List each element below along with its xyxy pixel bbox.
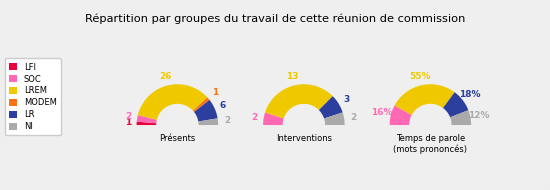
Polygon shape bbox=[199, 118, 218, 125]
Polygon shape bbox=[450, 110, 471, 125]
Text: 26: 26 bbox=[159, 72, 172, 81]
Polygon shape bbox=[394, 84, 455, 115]
Polygon shape bbox=[136, 122, 156, 125]
Text: 2: 2 bbox=[224, 116, 230, 125]
Legend: LFI, SOC, LREM, MODEM, LR, NI: LFI, SOC, LREM, MODEM, LR, NI bbox=[5, 59, 61, 135]
Polygon shape bbox=[138, 84, 207, 120]
Polygon shape bbox=[389, 106, 412, 125]
Polygon shape bbox=[265, 84, 333, 119]
Text: 1: 1 bbox=[124, 119, 131, 127]
Polygon shape bbox=[319, 96, 343, 119]
Text: 2: 2 bbox=[251, 113, 258, 122]
Polygon shape bbox=[137, 115, 157, 123]
Text: 2: 2 bbox=[125, 112, 131, 121]
Polygon shape bbox=[324, 112, 345, 125]
Text: Présents: Présents bbox=[160, 134, 195, 143]
Text: 12%: 12% bbox=[469, 111, 490, 120]
Text: Temps de parole
(mots prononcés): Temps de parole (mots prononcés) bbox=[393, 134, 468, 154]
Text: 1: 1 bbox=[212, 88, 218, 97]
Text: Interventions: Interventions bbox=[276, 134, 332, 143]
Text: 18%: 18% bbox=[459, 90, 481, 99]
Polygon shape bbox=[443, 92, 469, 117]
Text: Répartition par groupes du travail de cette réunion de commission: Répartition par groupes du travail de ce… bbox=[85, 13, 465, 24]
Polygon shape bbox=[193, 97, 210, 112]
Text: 13: 13 bbox=[286, 72, 299, 81]
Text: 3: 3 bbox=[343, 95, 349, 104]
Text: 6: 6 bbox=[220, 101, 226, 110]
Text: 16%: 16% bbox=[371, 108, 393, 117]
Polygon shape bbox=[263, 112, 284, 125]
Polygon shape bbox=[194, 100, 218, 122]
Text: 2: 2 bbox=[350, 113, 356, 122]
Text: 55%: 55% bbox=[409, 72, 431, 81]
